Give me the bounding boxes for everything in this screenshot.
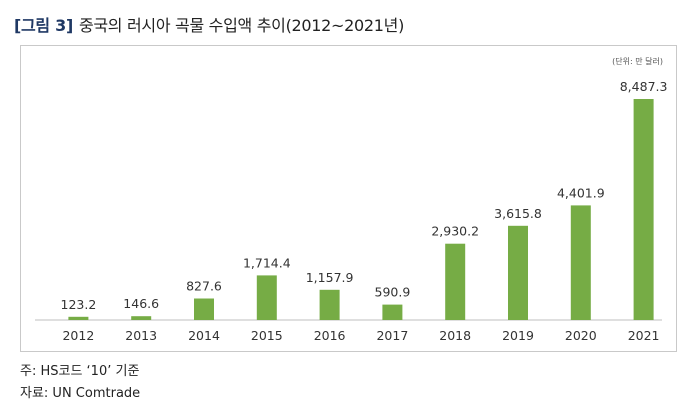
data-label-2017: 590.9 [375,285,411,300]
bar-2012 [68,316,89,320]
bar-2014 [194,298,214,320]
bar-2015 [256,275,277,320]
x-tick-label-2018: 2018 [439,328,471,343]
bar-2018 [445,243,466,320]
x-tick-label-2020: 2020 [565,328,597,343]
data-label-2013: 146.6 [123,296,159,311]
bar-2020 [570,205,591,320]
data-label-2019: 3,615.8 [494,206,542,221]
x-tick-label-2015: 2015 [251,328,283,343]
data-label-2015: 1,714.4 [243,255,291,270]
note-text: 주: HS코드 ‘10’ 기준 [20,364,140,379]
x-tick-label-2017: 2017 [376,328,408,343]
bar-2019 [508,225,528,320]
bar-chart: 123.2 2012 146.6 2013 827.6 2014 1,714.4 2015 1,… [35,79,668,343]
x-tick-label-2014: 2014 [188,328,220,343]
data-label-2018: 2,930.2 [431,224,479,239]
figure-label: [그림 3] [14,16,73,35]
bar-2021 [633,99,654,320]
chart-title: [그림 3] 중국의 러시아 곡물 수입액 추이(2012~2021년) [14,12,404,36]
unit-label: (단위: 만 달러) [612,57,663,66]
bar-2013 [131,316,152,320]
data-label-2021: 8,487.3 [620,79,668,94]
data-label-2014: 827.6 [186,279,222,294]
data-label-2020: 4,401.9 [557,185,605,200]
x-tick-label-2012: 2012 [62,328,94,343]
bar-2017 [382,304,403,320]
figure-title: 중국의 러시아 곡물 수입액 추이(2012~2021년) [78,16,405,35]
data-label-2012: 123.2 [61,297,97,312]
x-tick-label-2013: 2013 [125,328,157,343]
data-label-2016: 1,157.9 [306,270,354,285]
bar-2016 [319,289,340,320]
x-tick-label-2021: 2021 [628,328,660,343]
x-tick-label-2019: 2019 [502,328,534,343]
x-tick-label-2016: 2016 [314,328,346,343]
chart-frame: (단위: 만 달러) 123.2 2012 146.6 2013 827.6 2014 1,… [20,45,677,352]
source-text: 자료: UN Comtrade [20,386,141,401]
